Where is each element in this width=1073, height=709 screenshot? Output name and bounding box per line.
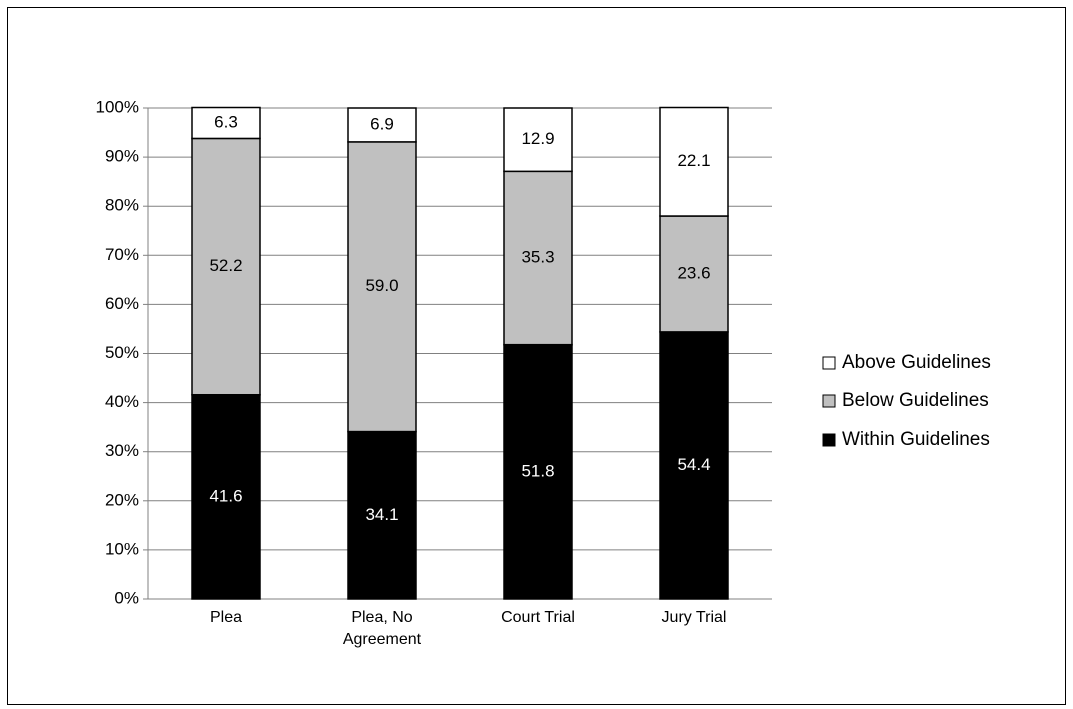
bar-segment xyxy=(503,170,573,346)
y-tick-label: 60% xyxy=(105,294,139,313)
legend-swatch xyxy=(822,394,836,408)
legend-label: Below Guidelines xyxy=(842,390,989,411)
bar-segment xyxy=(347,107,417,143)
y-tick-label: 90% xyxy=(105,147,139,166)
data-label: 51.8 xyxy=(521,461,554,480)
bar-segment xyxy=(659,215,729,333)
bar-segment xyxy=(191,393,261,600)
x-tick-label: Plea xyxy=(209,609,243,626)
bar-segment xyxy=(347,430,417,600)
data-label: 54.4 xyxy=(677,455,710,474)
x-tick-label: Plea, No Agreement xyxy=(342,609,422,648)
bar-segment xyxy=(347,141,417,433)
legend-swatch xyxy=(822,433,836,447)
y-tick-label: 100% xyxy=(96,97,139,116)
data-label: 59.0 xyxy=(365,276,398,295)
data-label: 35.3 xyxy=(521,247,554,266)
data-label: 34.1 xyxy=(365,505,398,524)
y-tick-label: 50% xyxy=(105,343,139,362)
x-tick-label: Court Trial xyxy=(501,609,575,626)
legend-label: Above Guidelines xyxy=(842,352,991,373)
data-label: 6.9 xyxy=(370,114,394,133)
data-label: 12.9 xyxy=(521,129,554,148)
y-tick-label: 80% xyxy=(105,196,139,215)
y-tick-label: 0% xyxy=(114,588,139,607)
data-label: 41.6 xyxy=(209,486,242,505)
data-label: 23.6 xyxy=(677,263,710,282)
y-tick-label: 70% xyxy=(105,245,139,264)
data-label: 6.3 xyxy=(214,112,238,131)
legend-label: Within Guidelines xyxy=(842,429,990,450)
data-label: 52.2 xyxy=(209,256,242,275)
y-tick-label: 30% xyxy=(105,441,139,460)
y-tick-label: 10% xyxy=(105,539,139,558)
bar-segment xyxy=(503,107,573,173)
x-tick-label-box: Jury Trial xyxy=(661,609,727,626)
bar-segment xyxy=(503,343,573,600)
bar-segment xyxy=(659,106,729,217)
x-tick-label: Jury Trial xyxy=(661,609,727,626)
data-label: 22.1 xyxy=(677,151,710,170)
x-tick-label-box: Plea, No Agreement xyxy=(342,609,422,648)
legend-swatch xyxy=(822,356,836,370)
bar-segment xyxy=(191,106,261,140)
y-tick-label: 40% xyxy=(105,392,139,411)
x-tick-label-box: Plea xyxy=(209,609,243,626)
y-tick-label: 20% xyxy=(105,490,139,509)
x-tick-label-box: Court Trial xyxy=(501,609,575,626)
